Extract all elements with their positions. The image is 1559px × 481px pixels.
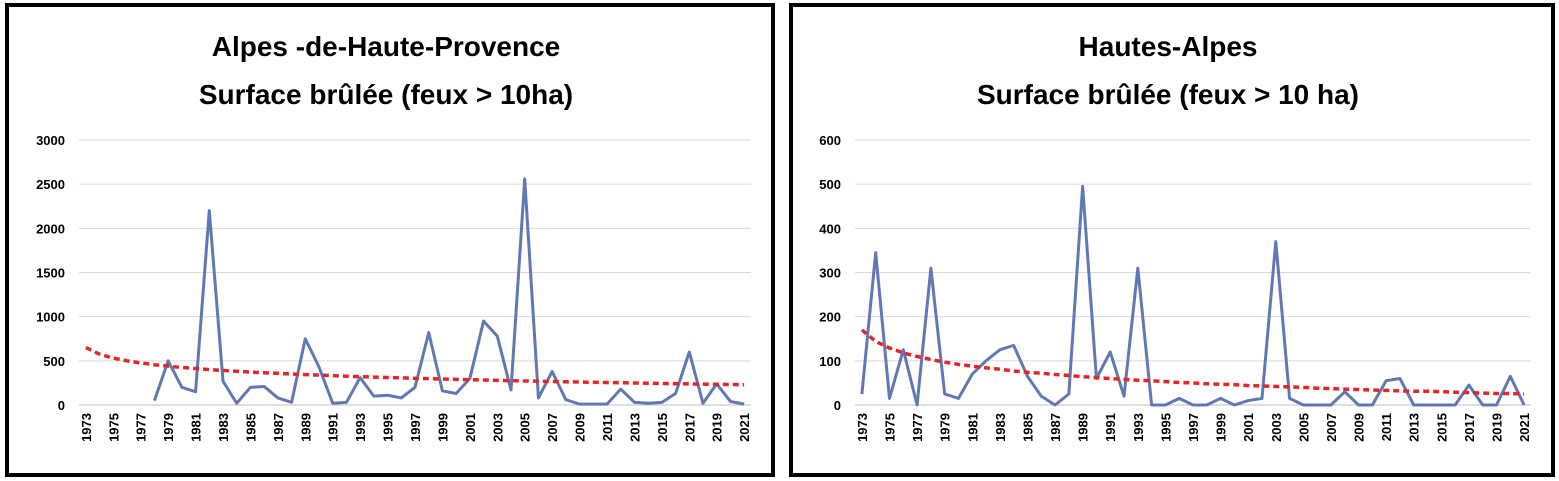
x-tick-label: 2005 [1296,413,1311,442]
x-tick-label: 1981 [965,413,980,442]
x-tick-label: 1991 [326,413,341,442]
x-tick-label: 1979 [938,413,953,442]
x-tick-label: 1985 [1020,413,1035,442]
x-tick-label: 1975 [882,413,897,442]
x-tick-label: 2013 [627,413,642,442]
x-tick-label: 2015 [655,413,670,442]
y-tick-label: 1500 [36,266,65,281]
x-tick-label: 2019 [1490,413,1505,442]
x-tick-label: 1987 [1048,413,1063,442]
x-tick-label: 2003 [1269,413,1284,442]
chart-subtitle: Surface brûlée (feux > 10 ha) [977,79,1359,110]
x-tick-label: 2021 [737,413,752,442]
x-tick-label: 1973 [79,413,94,442]
y-tick-label: 3000 [36,133,65,148]
x-tick-label: 1995 [1158,413,1173,442]
x-tick-label: 2021 [1517,413,1532,442]
x-tick-label: 1997 [1186,413,1201,442]
y-tick-label: 300 [819,266,841,281]
x-tick-label: 2011 [1379,413,1394,441]
y-tick-label: 2500 [36,177,65,192]
y-tick-label: 0 [834,398,841,413]
x-tick-label: 2003 [490,413,505,442]
y-tick-label: 200 [819,310,841,325]
y-tick-label: 600 [819,133,841,148]
x-tick-label: 1983 [993,413,1008,442]
x-tick-label: 2011 [600,413,615,441]
trend-line [860,328,1525,396]
x-tick-label: 1985 [243,413,258,442]
x-tick-label: 2007 [545,413,560,442]
x-tick-label: 1977 [910,413,925,442]
data-line [860,184,1526,407]
data-line [153,177,745,406]
x-tick-label: 2017 [682,413,697,442]
x-tick-label: 2009 [1352,413,1367,442]
chart-subtitle: Surface brûlée (feux > 10ha) [199,79,573,110]
x-tick-label: 1987 [271,413,286,442]
y-tick-label: 500 [819,177,841,192]
x-tick-label: 2001 [1241,413,1256,442]
chart-title: Alpes -de-Haute-Provence [212,31,561,62]
chart-panel: Alpes -de-Haute-Provence Surface brûlée (… [5,3,775,477]
x-tick-label: 1999 [435,413,450,442]
x-tick-label: 1975 [106,413,121,442]
x-tick-label: 1991 [1103,413,1118,442]
x-tick-label: 1997 [408,413,423,442]
x-tick-label: 2005 [518,413,533,442]
x-tick-label: 2017 [1462,413,1477,442]
x-tick-label: 1973 [855,413,870,442]
y-tick-label: 500 [43,354,65,369]
x-tick-label: 1995 [381,413,396,442]
trend-line [85,346,745,387]
chart-title: Hautes-Alpes [1079,31,1258,62]
chart-panel: Hautes-Alpes Surface brûlée (feux > 10 ha… [789,3,1555,477]
y-tick-label: 100 [819,354,841,369]
x-tick-label: 1979 [161,413,176,442]
x-tick-label: 1981 [189,413,204,442]
x-tick-label: 2001 [463,413,478,442]
x-tick-label: 1983 [216,413,231,442]
x-tick-label: 2013 [1407,413,1422,442]
x-tick-label: 1993 [1131,413,1146,442]
x-tick-label: 1989 [298,413,313,442]
y-tick-label: 400 [819,221,841,236]
x-tick-label: 2007 [1324,413,1339,442]
y-tick-label: 1000 [36,310,65,325]
x-tick-label: 2019 [710,413,725,442]
y-tick-label: 2000 [36,221,65,236]
x-tick-label: 2009 [573,413,588,442]
y-tick-label: 0 [58,398,65,413]
x-tick-label: 2015 [1434,413,1449,442]
x-tick-label: 1999 [1214,413,1229,442]
x-tick-label: 1977 [134,413,149,442]
x-tick-label: 1989 [1076,413,1091,442]
x-tick-label: 1993 [353,413,368,442]
